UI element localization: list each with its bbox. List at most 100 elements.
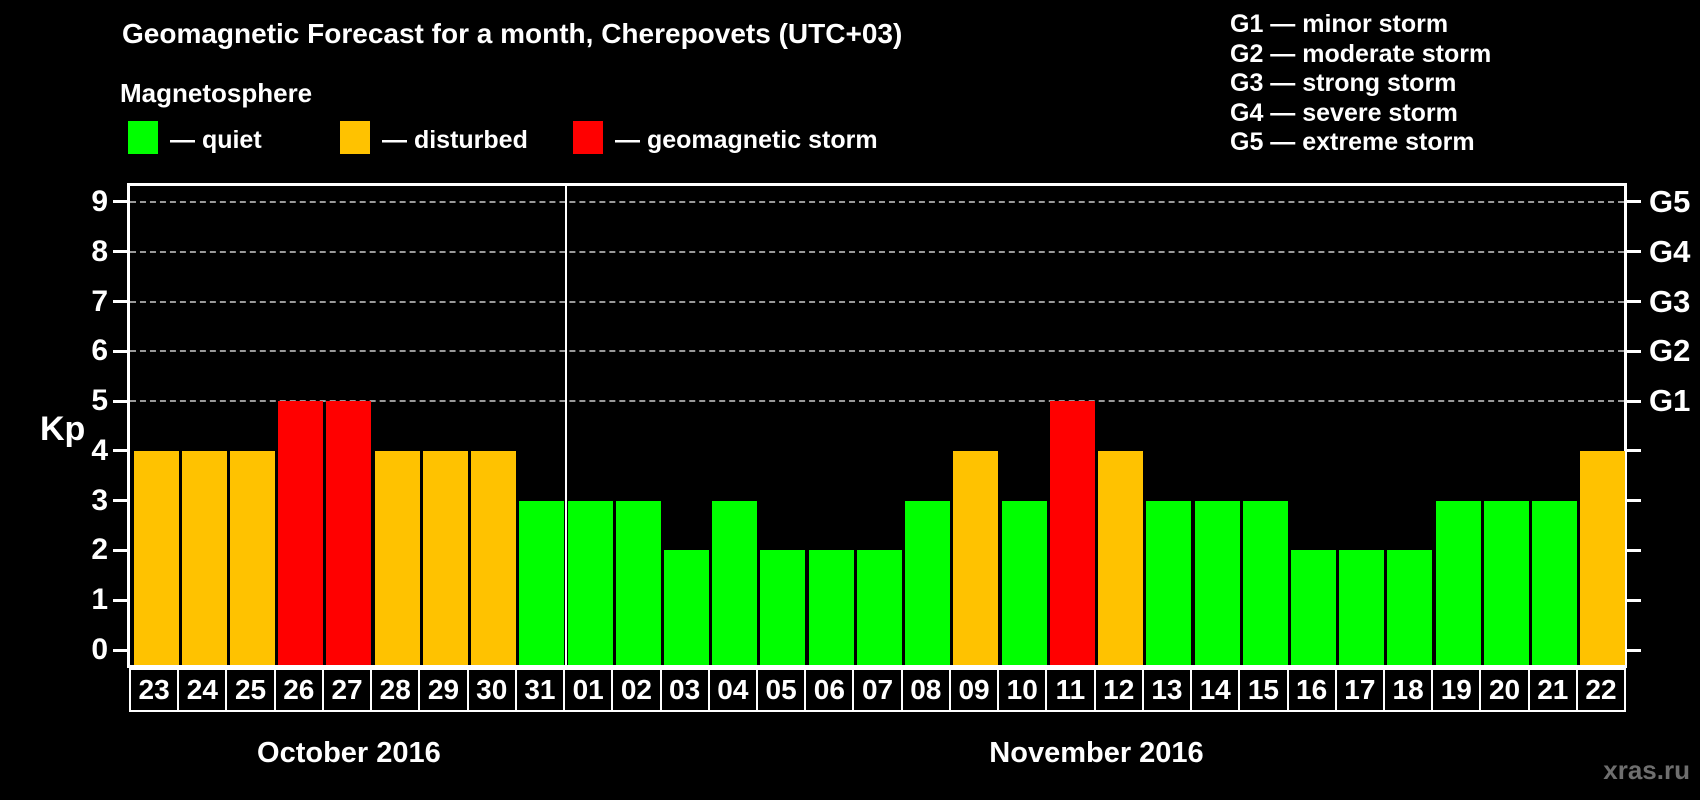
g-scale-axis-label: G4 — [1649, 233, 1691, 269]
y-axis-tick — [113, 349, 127, 353]
right-axis-tick — [1627, 598, 1641, 602]
y-axis-tick — [113, 598, 127, 602]
kp-bar-day-18 — [1387, 550, 1433, 665]
kp-bar-day-04 — [712, 500, 758, 665]
legend-swatch-quiet — [128, 121, 158, 154]
gridline-kp9 — [130, 200, 1624, 203]
day-label-cell: 08 — [900, 668, 951, 712]
legend-label-disturbed: — disturbed — [382, 126, 528, 154]
right-axis-tick — [1627, 449, 1641, 453]
right-axis-tick — [1627, 200, 1641, 204]
kp-bar-day-13 — [1146, 500, 1192, 665]
watermark: xras.ru — [1603, 755, 1690, 785]
kp-bar-day-22 — [1580, 450, 1626, 665]
kp-bar-day-06 — [808, 550, 854, 665]
legend-label-storm: — geomagnetic storm — [615, 126, 878, 154]
legend-swatch-disturbed — [340, 121, 370, 154]
day-label-cell: 05 — [755, 668, 807, 712]
y-axis-tick-label: 2 — [91, 533, 108, 567]
legend-label-quiet: — quiet — [170, 126, 262, 154]
day-label-cell: 16 — [1286, 668, 1337, 712]
gridline-kp8 — [130, 250, 1624, 253]
right-axis-tick — [1627, 648, 1641, 652]
day-label-cell: 02 — [611, 668, 662, 712]
kp-bar-day-26 — [278, 401, 324, 665]
y-axis-tick-label: 3 — [91, 483, 108, 517]
day-label-cell: 09 — [948, 668, 1000, 712]
day-label-cell: 13 — [1141, 668, 1193, 712]
kp-bar-day-09 — [953, 450, 999, 665]
month-separator — [564, 186, 567, 665]
y-axis-tick-label: 7 — [91, 284, 108, 318]
y-axis-tick — [113, 648, 127, 652]
day-label-cell: 10 — [997, 668, 1048, 712]
day-label-cell: 24 — [177, 668, 228, 712]
kp-bar-day-17 — [1339, 550, 1385, 665]
day-label-cell: 04 — [707, 668, 758, 712]
gridline-kp5 — [130, 400, 1624, 403]
y-axis-tick — [113, 399, 127, 403]
day-label-cell: 15 — [1238, 668, 1289, 712]
right-axis-tick — [1627, 548, 1641, 552]
y-axis-tick-label: 5 — [91, 384, 108, 418]
day-label-cell: 19 — [1431, 668, 1482, 712]
y-axis-tick — [113, 200, 127, 204]
y-axis-tick-label: 9 — [91, 184, 108, 218]
day-label-cell: 21 — [1527, 668, 1578, 712]
right-axis-tick — [1627, 499, 1641, 503]
y-axis-tick — [113, 250, 127, 254]
kp-bar-day-20 — [1483, 500, 1529, 665]
kp-bar-day-05 — [760, 550, 806, 665]
storm-scale-g5: G5 — extreme storm — [1230, 128, 1475, 156]
y-axis-title: Kp — [40, 410, 86, 448]
day-label-cell: 29 — [418, 668, 469, 712]
g-scale-axis-label: G2 — [1649, 333, 1691, 369]
right-axis-tick — [1627, 399, 1641, 403]
day-label-cell: 25 — [225, 668, 276, 712]
month-label: November 2016 — [989, 737, 1204, 769]
kp-bar-day-08 — [905, 500, 951, 665]
kp-bar-day-07 — [856, 550, 902, 665]
kp-bar-day-23 — [133, 450, 179, 665]
day-label-cell: 30 — [466, 668, 517, 712]
day-label-cell: 18 — [1382, 668, 1434, 712]
y-axis-tick — [113, 449, 127, 453]
y-axis-tick-label: 1 — [91, 583, 108, 617]
kp-bar-day-10 — [1001, 500, 1047, 665]
storm-scale-g3: G3 — strong storm — [1230, 69, 1457, 97]
legend-swatch-storm — [573, 121, 603, 154]
gridline-kp6 — [130, 350, 1624, 353]
storm-scale-g4: G4 — severe storm — [1230, 98, 1458, 127]
kp-bar-day-01 — [567, 500, 613, 665]
kp-bar-day-31 — [519, 500, 565, 665]
kp-bar-day-19 — [1435, 500, 1481, 665]
kp-bar-day-24 — [181, 450, 227, 665]
gridline-kp7 — [130, 300, 1624, 303]
kp-bar-day-29 — [422, 450, 468, 665]
day-label-cell: 31 — [514, 668, 566, 712]
day-label-cell: 01 — [563, 668, 614, 712]
y-axis-tick-label: 0 — [91, 633, 108, 666]
y-axis-tick-label: 8 — [91, 234, 108, 268]
kp-bar-day-28 — [374, 450, 420, 665]
y-axis-tick-label: 6 — [91, 334, 108, 368]
y-axis-tick — [113, 548, 127, 552]
kp-bar-day-15 — [1242, 500, 1288, 665]
right-axis-tick — [1627, 349, 1641, 353]
day-label-cell: 20 — [1479, 668, 1530, 712]
storm-scale-g2: G2 — moderate storm — [1230, 39, 1492, 68]
day-label-cell: 06 — [804, 668, 855, 712]
storm-scale-legend: G1 — minor storm G2 — moderate storm G3 … — [1230, 10, 1491, 158]
g-scale-axis-label: G5 — [1649, 183, 1691, 219]
kp-bar-day-03 — [664, 550, 710, 665]
day-label-cell: 07 — [852, 668, 903, 712]
chart-title: Geomagnetic Forecast for a month, Cherep… — [122, 18, 903, 49]
day-label-cell: 03 — [659, 668, 710, 712]
kp-bar-day-21 — [1532, 500, 1578, 665]
y-axis-tick — [113, 300, 127, 304]
y-axis-tick — [113, 499, 127, 503]
storm-scale-g1: G1 — minor storm — [1230, 10, 1449, 38]
day-label-cell: 23 — [129, 668, 180, 712]
chart-subtitle: Magnetosphere — [120, 78, 313, 108]
